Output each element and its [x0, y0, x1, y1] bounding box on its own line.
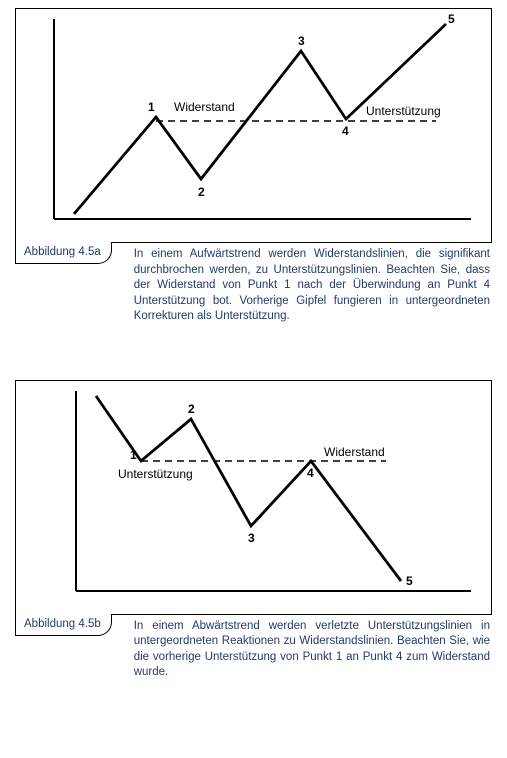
point-label: 5: [406, 574, 413, 588]
figure-caption: In einem Abwärtstrend werden verletzte U…: [112, 614, 492, 681]
point-label: 2: [198, 185, 205, 199]
annotation-label: Unterstützung: [118, 467, 193, 481]
point-label: 1: [130, 448, 137, 462]
point-label: 4: [342, 124, 349, 138]
point-label: 2: [188, 402, 195, 416]
figure-block: 1 2 3 4 5 Widerstand Unterstützung Abbildung 4.…: [15, 8, 492, 325]
line-chart: 1 2 3 4 5 Unterstützung Widerstand: [16, 381, 492, 614]
annotation-label: Unterstützung: [366, 104, 441, 118]
point-label: 4: [307, 466, 314, 480]
chart-frame: 1 2 3 4 5 Unterstützung Widerstand: [15, 380, 492, 615]
figure-block: 1 2 3 4 5 Unterstützung Widerstand Abbildung 4.…: [15, 380, 492, 681]
caption-row: Abbildung 4.5bIn einem Abwärtstrend werd…: [15, 614, 492, 681]
point-label: 1: [148, 100, 155, 114]
figure-caption: In einem Aufwärtstrend werden Widerstand…: [112, 242, 492, 325]
figure-label-tab: Abbildung 4.5b: [15, 614, 112, 636]
line-chart: 1 2 3 4 5 Widerstand Unterstützung: [16, 9, 492, 242]
annotation-label: Widerstand: [174, 100, 235, 114]
point-label: 5: [448, 12, 455, 26]
price-polyline: [96, 396, 401, 581]
price-polyline: [74, 24, 446, 214]
caption-row: Abbildung 4.5aIn einem Aufwärtstrend wer…: [15, 242, 492, 325]
figure-label-tab: Abbildung 4.5a: [15, 242, 112, 264]
annotation-label: Widerstand: [324, 445, 385, 459]
chart-frame: 1 2 3 4 5 Widerstand Unterstützung: [15, 8, 492, 243]
point-label: 3: [298, 34, 305, 48]
point-label: 3: [248, 531, 255, 545]
